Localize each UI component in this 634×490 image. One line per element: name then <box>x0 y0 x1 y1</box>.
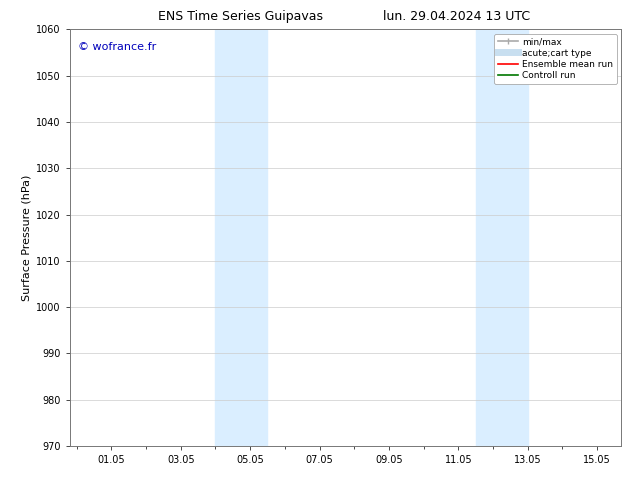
Legend: min/max, acute;cart type, Ensemble mean run, Controll run: min/max, acute;cart type, Ensemble mean … <box>495 34 617 84</box>
Text: ENS Time Series Guipavas: ENS Time Series Guipavas <box>158 10 323 23</box>
Bar <box>216 29 268 446</box>
Text: lun. 29.04.2024 13 UTC: lun. 29.04.2024 13 UTC <box>383 10 530 23</box>
Text: © wofrance.fr: © wofrance.fr <box>78 42 156 52</box>
Y-axis label: Surface Pressure (hPa): Surface Pressure (hPa) <box>22 174 32 301</box>
Bar <box>476 29 527 446</box>
